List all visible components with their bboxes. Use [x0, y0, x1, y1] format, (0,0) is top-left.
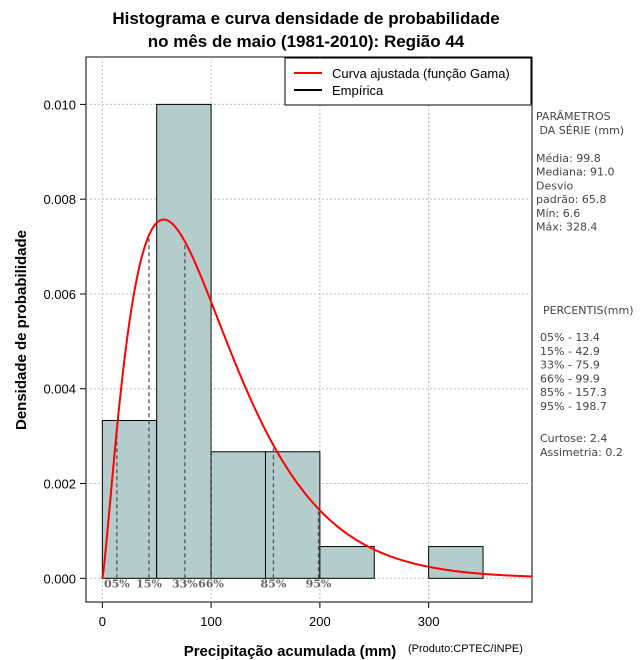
percentile-label-1: 15%: [136, 577, 162, 590]
percentile-label-4: 85%: [261, 577, 287, 590]
percentis-lines: 05% - 13.415% - 42.933% - 75.966% - 99.9…: [540, 331, 607, 413]
params-line-1: Mediana: 91.0: [536, 166, 614, 179]
legend: Curva ajustada (função Gama) Empírica: [284, 57, 532, 106]
percentile-label-2: 33%: [172, 577, 198, 590]
y-tick-label-1: 0.002: [43, 477, 76, 492]
params-line-5: Máx: 328.4: [536, 221, 597, 234]
percentis-line-3: 66% - 99.9: [540, 372, 600, 385]
params-title-1: PARÂMETROS: [536, 110, 611, 123]
x-tick-label-0: 0: [99, 614, 106, 629]
histogram-bar-3: [264, 451, 321, 579]
plot-frame: [85, 56, 533, 603]
histogram-bars: [101, 103, 484, 579]
chart-title-line2: no mês de maio (1981-2010): Região 44: [148, 32, 465, 51]
x-axis: 0 100 200 300: [99, 602, 440, 629]
percentile-lines: [116, 235, 320, 579]
histogram-bar-0: [101, 419, 158, 579]
percentis-line-4: 85% - 157.3: [540, 386, 607, 399]
y-tick-label-2: 0.004: [43, 382, 76, 397]
percentis-line-5: 95% - 198.7: [540, 400, 607, 413]
chart-title-line1: Histograma e curva densidade de probabil…: [112, 9, 499, 28]
params-line-2: Desvio: [536, 179, 574, 192]
y-axis-label: Densidade de probabilidade: [13, 230, 30, 430]
percentis-title: PERCENTIS(mm): [543, 304, 634, 317]
credit-text: (Produto:CPTEC/INPE): [408, 643, 523, 655]
gamma-curve-line: [101, 218, 533, 579]
histogram-bar-2: [210, 451, 266, 579]
stats-line-0: Curtose: 2.4: [540, 432, 607, 445]
histogram-bar-1: [156, 103, 212, 579]
x-tick-label-3: 300: [418, 614, 440, 629]
y-tick-label-3: 0.006: [43, 287, 76, 302]
percentile-label-5: 95%: [306, 577, 332, 590]
y-tick-label-4: 0.008: [43, 192, 76, 207]
percentis-line-1: 15% - 42.9: [540, 345, 600, 358]
params-line-3: padrão: 65.8: [536, 193, 606, 206]
x-tick-label-2: 200: [309, 614, 331, 629]
y-tick-label-5: 0.010: [43, 97, 76, 112]
percentile-label-3: 66%: [198, 577, 224, 590]
percentis-line-0: 05% - 13.4: [540, 331, 600, 344]
params-line-4: Mín: 6.6: [536, 207, 580, 220]
percentile-label-0: 05%: [104, 577, 130, 590]
legend-box: [284, 57, 532, 106]
params-line-0: Média: 99.8: [536, 152, 601, 165]
percentile-labels: 05% 15% 33% 66% 85% 95%: [104, 577, 332, 590]
histogram-bar-4: [319, 546, 375, 579]
side-panel: PARÂMETROS DA SÉRIE (mm) Média: 99.8Medi…: [536, 110, 634, 459]
legend-empirical-label: Empírica: [332, 83, 384, 98]
stats-line-1: Assimetria: 0.2: [540, 446, 623, 459]
params-title-2: DA SÉRIE (mm): [536, 124, 624, 137]
y-axis: 0.000 0.002 0.004 0.006 0.008 0.010: [43, 97, 86, 586]
legend-curve-label: Curva ajustada (função Gama): [332, 66, 510, 81]
x-tick-label-1: 100: [200, 614, 222, 629]
y-tick-label-0: 0.000: [43, 571, 76, 586]
percentis-line-2: 33% - 75.9: [540, 359, 600, 372]
x-axis-label: Precipitação acumulada (mm): [184, 643, 397, 660]
